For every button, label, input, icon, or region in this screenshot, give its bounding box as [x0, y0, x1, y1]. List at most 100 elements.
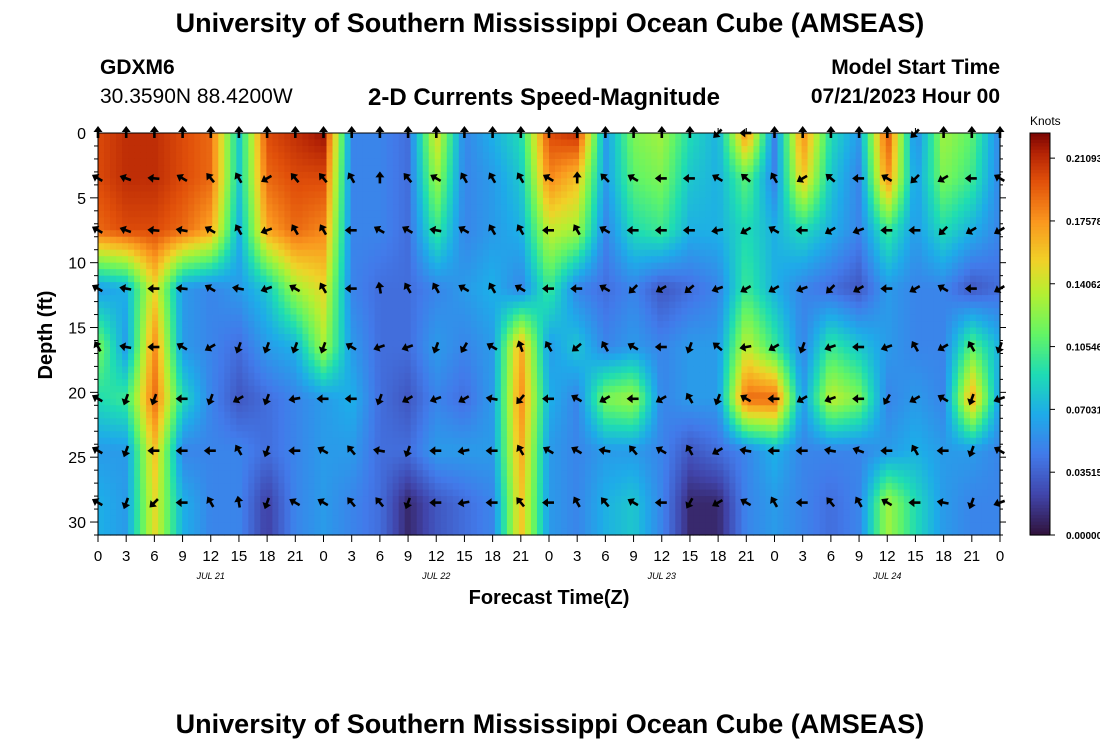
heatmap-cell	[266, 346, 273, 355]
heatmap-cell	[837, 327, 845, 335]
heatmap-cell	[969, 191, 977, 199]
heatmap-cell	[428, 178, 436, 186]
heatmap-cell	[146, 217, 153, 225]
heatmap-cell	[687, 171, 694, 179]
heatmap-cell	[837, 340, 845, 348]
heatmap-cell	[530, 210, 538, 218]
heatmap-cell	[380, 197, 388, 205]
heatmap-cell	[711, 282, 718, 290]
heatmap-cell	[549, 204, 556, 212]
heatmap-cell	[681, 223, 688, 231]
heatmap-cell	[663, 230, 670, 238]
heatmap-cell	[512, 165, 520, 173]
heatmap-cell	[897, 256, 905, 264]
heatmap-cell	[284, 145, 292, 154]
heatmap-cell	[735, 295, 743, 303]
heatmap-cell	[152, 301, 159, 309]
heatmap-cell	[428, 288, 436, 296]
heatmap-cell	[200, 314, 207, 322]
heatmap-cell	[98, 243, 105, 251]
heatmap-cell	[110, 308, 117, 316]
heatmap-cell	[597, 184, 604, 192]
heatmap-cell	[128, 230, 135, 238]
heatmap-cell	[542, 243, 550, 251]
heatmap-cell	[675, 145, 682, 154]
heatmap-cell	[380, 314, 388, 322]
heatmap-cell	[729, 217, 737, 225]
heatmap-cell	[753, 340, 761, 348]
heatmap-cell	[987, 133, 995, 141]
heatmap-cell	[891, 223, 899, 231]
heatmap-cell	[140, 301, 147, 309]
heatmap-cell	[699, 243, 706, 251]
heatmap-cell	[957, 197, 965, 205]
heatmap-cell	[549, 269, 556, 277]
heatmap-cell	[476, 184, 484, 192]
heatmap-cell	[879, 217, 887, 225]
heatmap-cell	[921, 210, 929, 218]
heatmap-cell	[933, 275, 941, 283]
heatmap-cell	[500, 171, 508, 179]
heatmap-cell	[422, 152, 430, 160]
heatmap-cell	[627, 301, 634, 309]
heatmap-cell	[855, 171, 863, 179]
heatmap-cell	[789, 145, 797, 154]
heatmap-cell	[573, 165, 580, 173]
heatmap-cell	[957, 223, 965, 231]
heatmap-cell	[440, 204, 448, 212]
heatmap-cell	[422, 301, 430, 309]
heatmap-cell	[759, 184, 767, 192]
heatmap-cell	[458, 308, 466, 316]
heatmap-cell	[897, 152, 905, 160]
heatmap-cell	[801, 178, 809, 186]
heatmap-cell	[128, 314, 135, 322]
heatmap-cell	[669, 230, 676, 238]
heatmap-cell	[284, 165, 292, 173]
heatmap-cell	[777, 191, 785, 199]
heatmap-cell	[164, 158, 171, 167]
heatmap-cell	[104, 133, 111, 141]
heatmap-cell	[939, 139, 947, 147]
heatmap-cell	[302, 145, 310, 154]
heatmap-cell	[386, 165, 394, 173]
heatmap-cell	[140, 223, 147, 231]
heatmap-cell	[621, 314, 628, 322]
heatmap-cell	[320, 204, 328, 212]
heatmap-cell	[116, 282, 123, 290]
heatmap-cell	[404, 230, 412, 238]
heatmap-cell	[332, 301, 340, 309]
heatmap-cell	[218, 249, 225, 257]
heatmap-cell	[603, 197, 610, 205]
heatmap-cell	[242, 321, 249, 329]
heatmap-cell	[206, 269, 213, 277]
heatmap-cell	[416, 301, 424, 309]
heatmap-cell	[849, 139, 857, 147]
heatmap-cell	[993, 197, 1001, 205]
heatmap-cell	[290, 197, 298, 205]
heatmap-cell	[278, 217, 286, 225]
heatmap-cell	[482, 165, 490, 173]
heatmap-cell	[549, 295, 556, 303]
heatmap-cell	[134, 152, 141, 160]
heatmap-cell	[470, 256, 478, 264]
heatmap-cell	[603, 210, 610, 218]
heatmap-cell	[873, 288, 881, 296]
heatmap-cell	[579, 243, 586, 251]
heatmap-cell	[663, 314, 670, 322]
heatmap-cell	[446, 295, 454, 303]
heatmap-cell	[729, 139, 737, 147]
heatmap-cell	[194, 295, 201, 303]
heatmap-cell	[687, 158, 694, 167]
heatmap-cell	[512, 178, 520, 186]
heatmap-cell	[458, 204, 466, 212]
heatmap-cell	[524, 178, 532, 186]
heatmap-cell	[681, 165, 688, 173]
heatmap-cell	[993, 249, 1001, 257]
heatmap-cell	[374, 230, 382, 238]
heatmap-cell	[945, 327, 953, 335]
heatmap-cell	[735, 133, 743, 141]
heatmap-cell	[494, 269, 502, 277]
heatmap-cell	[146, 327, 153, 335]
heatmap-cell	[248, 158, 255, 167]
heatmap-cell	[98, 314, 105, 322]
